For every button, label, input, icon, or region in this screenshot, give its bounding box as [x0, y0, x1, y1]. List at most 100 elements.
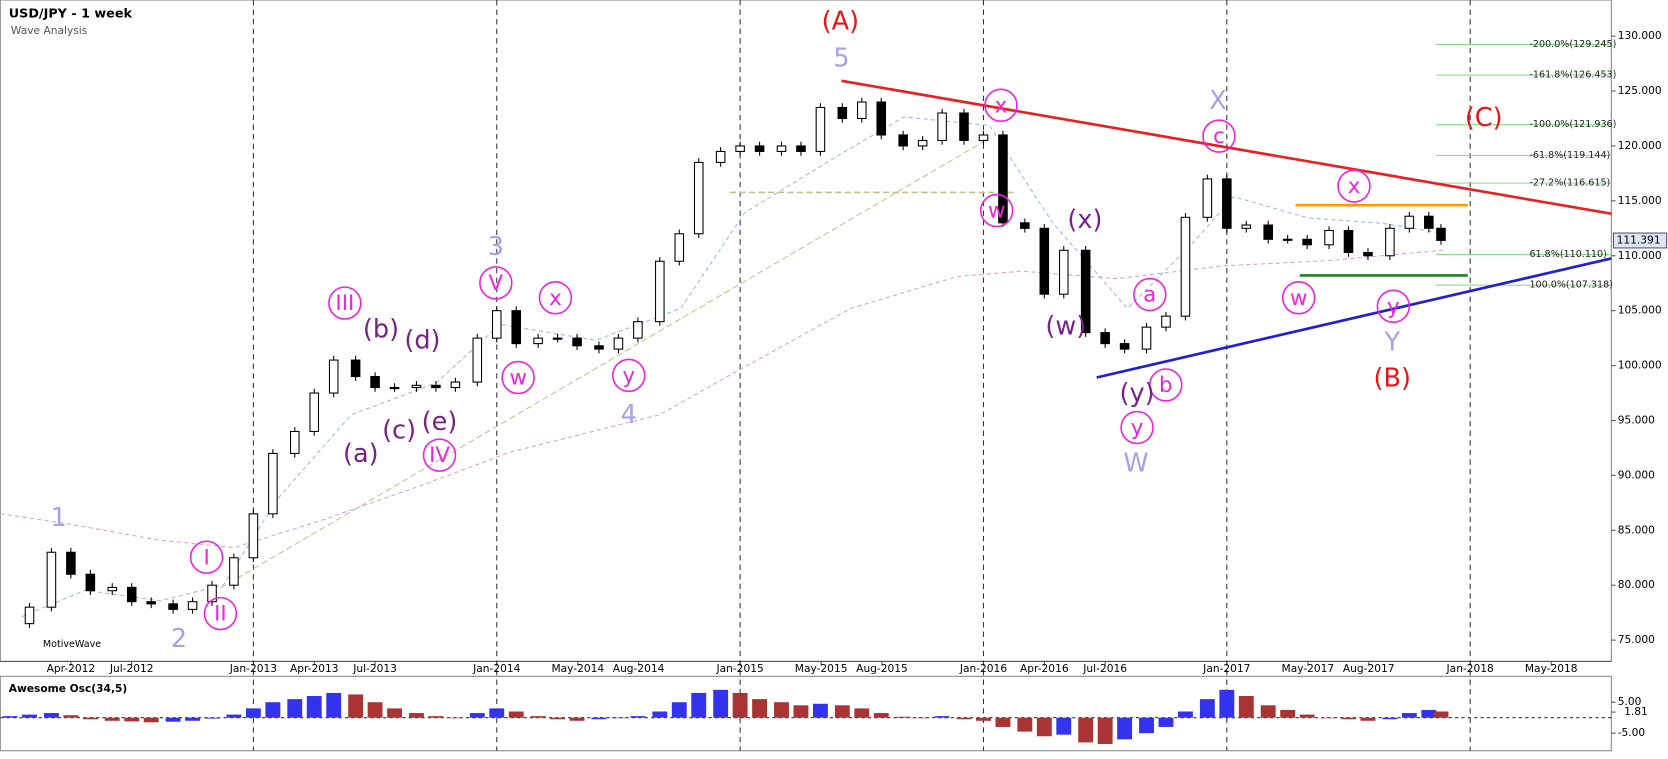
- x-tick-label: Jan-2013: [229, 662, 277, 675]
- x-tick-label: May-2014: [551, 662, 604, 675]
- osc-bar: [671, 702, 687, 718]
- osc-bar: [104, 717, 120, 721]
- candle: [1202, 178, 1213, 218]
- fib-label: -27.2%(116.615): [1529, 178, 1610, 189]
- x-tick-label: Apr-2013: [290, 662, 339, 675]
- y-tick-label: 90.000: [1618, 468, 1655, 481]
- x-tick-label: May-2015: [795, 662, 848, 675]
- wave-label: w: [509, 366, 526, 391]
- wave-label: V: [489, 271, 504, 296]
- osc-title: Awesome Osc(34,5): [9, 682, 127, 695]
- osc-bar: [610, 717, 626, 719]
- candle: [1302, 238, 1312, 246]
- y-tick-label: 130.000: [1618, 29, 1662, 42]
- osc-bar: [409, 713, 424, 718]
- candle: [754, 145, 765, 152]
- candle: [815, 106, 826, 152]
- annotations: [0, 79, 1612, 618]
- x-tick-label: Jul-2016: [1082, 662, 1127, 675]
- moving-average: [0, 249, 1447, 549]
- wave-label: (d): [404, 325, 440, 355]
- candle: [1141, 326, 1152, 350]
- osc-bar: [1433, 711, 1449, 718]
- candle: [1385, 227, 1395, 257]
- osc-bar: [1036, 717, 1052, 737]
- osc-bar: [895, 716, 911, 718]
- wave-label: (a): [343, 439, 379, 469]
- candle: [472, 337, 483, 383]
- candle: [1263, 224, 1273, 240]
- osc-bar: [976, 717, 991, 721]
- wave-label: y: [622, 363, 635, 388]
- x-tick-label: Apr-2012: [47, 662, 96, 675]
- fib-label: -100.0%(121.936): [1529, 119, 1616, 130]
- candle: [309, 392, 320, 432]
- osc-bar: [1341, 717, 1356, 720]
- fib-label: 100.0%(107.318): [1529, 280, 1612, 291]
- x-tick-label: Jan-2017: [1202, 662, 1250, 675]
- candle: [1424, 215, 1434, 229]
- wave-label: x: [549, 286, 562, 311]
- osc-bar: [834, 705, 850, 718]
- osc-bar: [1238, 696, 1254, 718]
- wave-label: 3: [488, 232, 504, 262]
- candle: [268, 452, 278, 515]
- candle: [594, 345, 604, 350]
- wave-circle: [501, 360, 535, 395]
- osc-bar: [265, 702, 281, 718]
- candle: [857, 101, 867, 120]
- wave-label: y: [1131, 416, 1144, 441]
- wave-label: (B): [1374, 364, 1411, 394]
- osc-bar: [1078, 717, 1094, 743]
- osc-bar: [550, 717, 566, 720]
- wave-circle: [1281, 280, 1316, 315]
- candle: [491, 310, 502, 339]
- osc-bar: [774, 702, 789, 718]
- plot: [24, 97, 1446, 628]
- y-tick-label: 95.000: [1618, 413, 1655, 426]
- wave-circle: [422, 438, 457, 472]
- osc-bar: [569, 717, 585, 721]
- candle: [1119, 343, 1130, 350]
- osc-last-label: 1.81: [1624, 705, 1648, 718]
- candle: [1100, 332, 1110, 345]
- osc-bar: [1158, 717, 1174, 727]
- candle: [107, 586, 118, 592]
- wave-label: (c): [382, 416, 416, 446]
- osc-bar: [1421, 709, 1437, 718]
- wave-label: 2: [171, 624, 187, 654]
- candle: [328, 359, 339, 394]
- candle: [613, 337, 624, 350]
- candle: [24, 606, 35, 625]
- osc-bar: [2, 716, 18, 718]
- wave-label: (y): [1120, 379, 1155, 409]
- osc-bar: [812, 703, 828, 718]
- y-tick-label: 80.000: [1618, 578, 1655, 591]
- wave-circle: [1202, 119, 1236, 153]
- osc-bar: [1178, 711, 1193, 718]
- osc-bar: [82, 717, 98, 720]
- osc-bar: [22, 714, 37, 718]
- chart-subtitle: Wave Analysis: [11, 24, 88, 37]
- fib-label: -61.8%(119.144): [1529, 150, 1610, 161]
- wave-label: b: [1159, 373, 1173, 398]
- candle: [978, 134, 989, 141]
- osc-bar: [1219, 689, 1235, 718]
- osc-bar: [854, 708, 870, 718]
- osc-bar: [63, 715, 79, 718]
- candle: [1282, 238, 1293, 241]
- wave-circle: [538, 280, 573, 315]
- candle: [411, 384, 422, 389]
- wave-circle: [203, 596, 238, 631]
- x-tick-label: Apr-2016: [1020, 662, 1069, 675]
- wave-circle: [612, 358, 646, 393]
- candle: [1161, 315, 1171, 328]
- osc-bar: [1299, 714, 1315, 718]
- wave-label: W: [1123, 449, 1148, 479]
- osc-bar: [934, 716, 950, 718]
- x-tick-label: Aug-2014: [613, 662, 665, 675]
- candle: [85, 573, 96, 592]
- osc-bar: [873, 713, 889, 718]
- osc-bar: [1321, 717, 1337, 719]
